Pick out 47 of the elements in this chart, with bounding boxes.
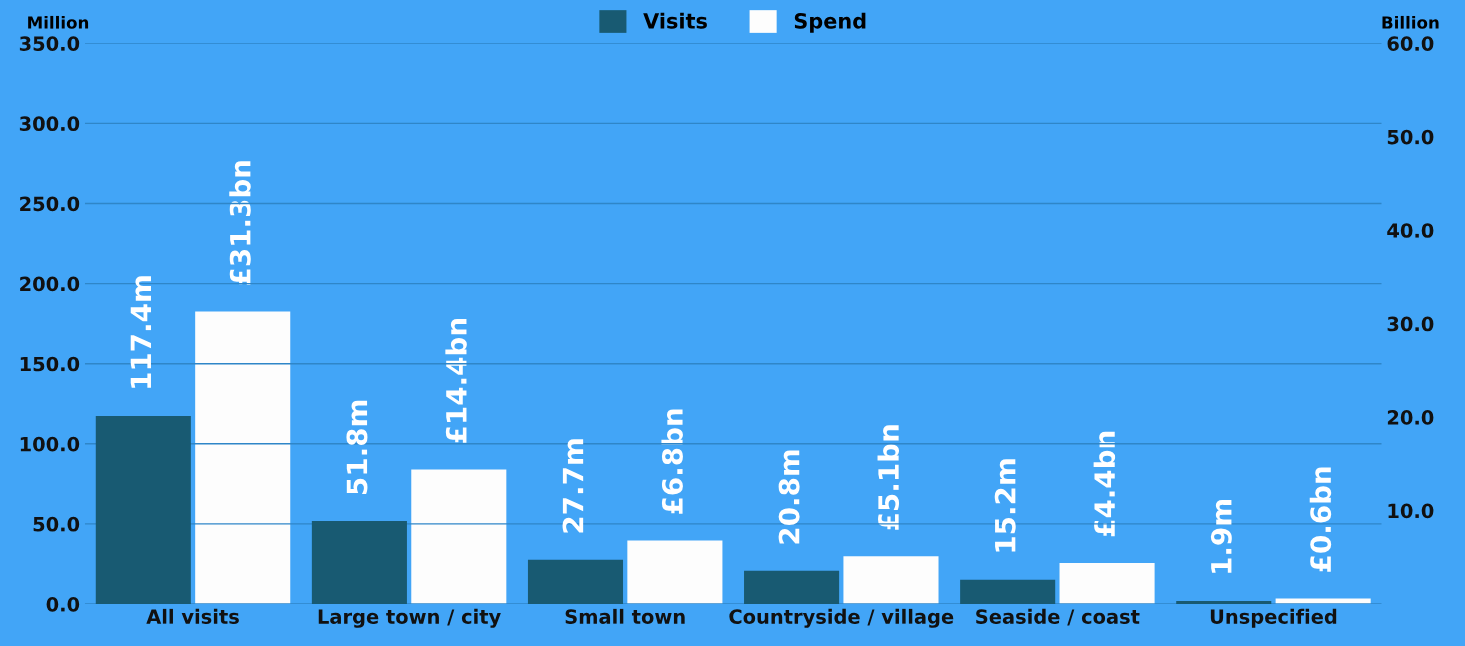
bar — [627, 540, 723, 605]
bar — [1176, 600, 1272, 605]
y-tick-label: 50.0 — [33, 516, 80, 532]
data-label: £4.4bn — [1093, 431, 1116, 537]
legend-label: Spend — [794, 12, 866, 33]
y-tick-label: 300.0 — [19, 116, 80, 132]
x-tick-label: Small town — [565, 608, 685, 624]
y2-tick-label: 10.0 — [1388, 503, 1434, 519]
data-label: £5.1bn — [877, 425, 900, 530]
y-tick-label: 150.0 — [20, 356, 80, 372]
data-label: £14.4bn — [445, 319, 467, 443]
data-label: 117.4m — [130, 276, 151, 388]
bar — [195, 311, 291, 605]
data-label: 15.2m — [994, 459, 1016, 552]
bar — [411, 469, 507, 605]
x-tick-label: Large town / city — [318, 608, 501, 628]
y2-axis-title: Billion — [1382, 15, 1439, 29]
data-label: 51.8m — [346, 400, 368, 494]
y2-tick-label: 20.0 — [1387, 410, 1434, 425]
x-tick-label: Unspecified — [1210, 608, 1337, 628]
x-tick-label: Countryside / village — [729, 608, 954, 628]
y2-tick-label: 60.0 — [1387, 36, 1434, 51]
bar — [95, 415, 191, 605]
bar — [843, 556, 939, 605]
y-tick-label: 250.0 — [20, 196, 80, 212]
x-tick-label: Seaside / coast — [976, 608, 1140, 626]
y2-tick-label: 50.0 — [1387, 129, 1434, 145]
data-label: 1.9m — [1210, 500, 1232, 573]
y-tick-label: 100.0 — [20, 436, 80, 452]
data-label: £31.3bn — [229, 161, 251, 285]
y2-tick-label: 30.0 — [1387, 316, 1434, 332]
bar — [744, 570, 840, 605]
bar — [960, 579, 1056, 605]
bar — [311, 521, 407, 605]
data-label: 27.7m — [562, 439, 584, 533]
legend-label: Visits — [643, 12, 707, 29]
bar — [1059, 562, 1155, 605]
bar — [527, 559, 624, 605]
y-tick-label: 0.0 — [46, 596, 80, 612]
y-axis-title: Million — [28, 15, 89, 29]
y-tick-label: 350.0 — [19, 36, 80, 51]
y-tick-label: 200.0 — [20, 276, 80, 292]
data-label: £6.8bn — [661, 409, 683, 514]
x-tick-label: All visits — [146, 608, 239, 624]
data-label: 20.8m — [778, 450, 800, 544]
y2-tick-label: 40.0 — [1387, 223, 1434, 238]
data-label: £0.6bn — [1309, 467, 1332, 572]
